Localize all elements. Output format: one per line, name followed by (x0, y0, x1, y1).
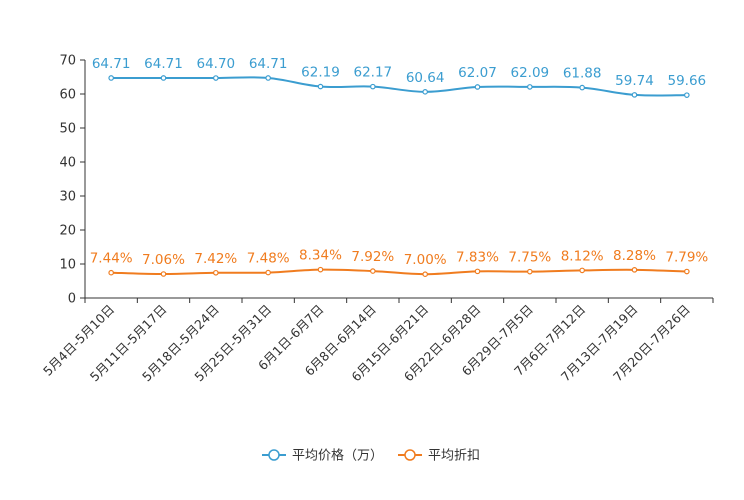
data-label: 64.71 (249, 56, 288, 72)
data-label: 59.74 (615, 73, 654, 89)
y-tick-label: 40 (59, 156, 76, 171)
data-label: 62.17 (354, 65, 393, 81)
data-label: 8.28% (613, 248, 656, 264)
data-label: 7.48% (247, 251, 290, 267)
data-label: 8.34% (299, 248, 342, 264)
data-point (579, 84, 585, 91)
legend-item-2[interactable]: 平均折扣 (398, 449, 480, 464)
data-label: 7.00% (404, 252, 447, 268)
y-tick-label: 10 (59, 258, 76, 273)
data-point (265, 75, 271, 81)
data-label: 60.64 (406, 70, 445, 86)
data-point (579, 267, 585, 274)
y-tick-label: 20 (59, 224, 76, 239)
data-point (317, 266, 324, 273)
data-label: 7.75% (508, 250, 551, 266)
axes: 0102030405060705月4日-5月10日5月11日-5月17日5月18… (40, 54, 714, 384)
data-point (527, 268, 533, 275)
data-label: 59.66 (668, 73, 707, 89)
data-label: 64.71 (144, 56, 183, 72)
data-label: 61.88 (563, 66, 602, 82)
data-label: 7.92% (351, 249, 394, 265)
legend-label: 平均折扣 (428, 449, 480, 464)
y-tick-label: 70 (59, 54, 76, 69)
data-label: 64.71 (92, 56, 131, 72)
series-1: 64.71 64.71 64.70 64.71 62.19 62.17 60.64 62.07… (92, 56, 707, 98)
data-label: 8.12% (561, 248, 604, 264)
series-line (111, 268, 687, 276)
data-point (527, 84, 533, 90)
y-tick-label: 60 (59, 88, 76, 103)
legend-marker-icon (268, 449, 280, 461)
data-point (213, 75, 219, 81)
data-label: 62.09 (511, 65, 550, 81)
data-point (160, 75, 167, 81)
data-point (684, 268, 690, 275)
data-point (631, 92, 638, 98)
y-tick-label: 50 (59, 122, 76, 137)
data-label: 62.19 (301, 65, 340, 81)
data-point (108, 75, 114, 81)
data-label: 64.70 (197, 56, 236, 72)
data-point (160, 271, 167, 277)
y-tick-label: 30 (59, 190, 76, 205)
data-point (422, 271, 428, 278)
data-point (265, 269, 271, 276)
data-point (370, 268, 376, 274)
data-label: 62.07 (458, 65, 497, 81)
data-point (213, 269, 219, 276)
data-label: 7.06% (142, 252, 185, 268)
data-point (631, 267, 638, 273)
data-point (108, 269, 114, 276)
legend-item-1[interactable]: 平均价格（万） (262, 448, 383, 464)
data-point (422, 89, 428, 95)
legend-marker-icon (404, 449, 416, 461)
data-label: 7.44% (90, 251, 133, 267)
data-point (474, 268, 481, 275)
series-2: 7.44% 7.06% 7.42% 7.48% 8.34% 7.92% 7.00% 7.83%… (90, 248, 708, 278)
data-point (684, 92, 690, 98)
legend-label: 平均价格（万） (292, 448, 383, 464)
data-point (474, 84, 481, 90)
data-point (317, 83, 324, 90)
data-point (370, 83, 376, 90)
series-line (111, 76, 687, 97)
legend[interactable]: 平均价格（万） 平均折扣 (262, 448, 480, 464)
data-label: 7.83% (456, 249, 499, 265)
series-layer: 64.71 64.71 64.70 64.71 62.19 62.17 60.64 62.07… (90, 56, 708, 278)
data-label: 7.42% (194, 251, 237, 267)
data-label: 7.79% (665, 250, 708, 266)
y-tick-label: 0 (68, 292, 76, 307)
